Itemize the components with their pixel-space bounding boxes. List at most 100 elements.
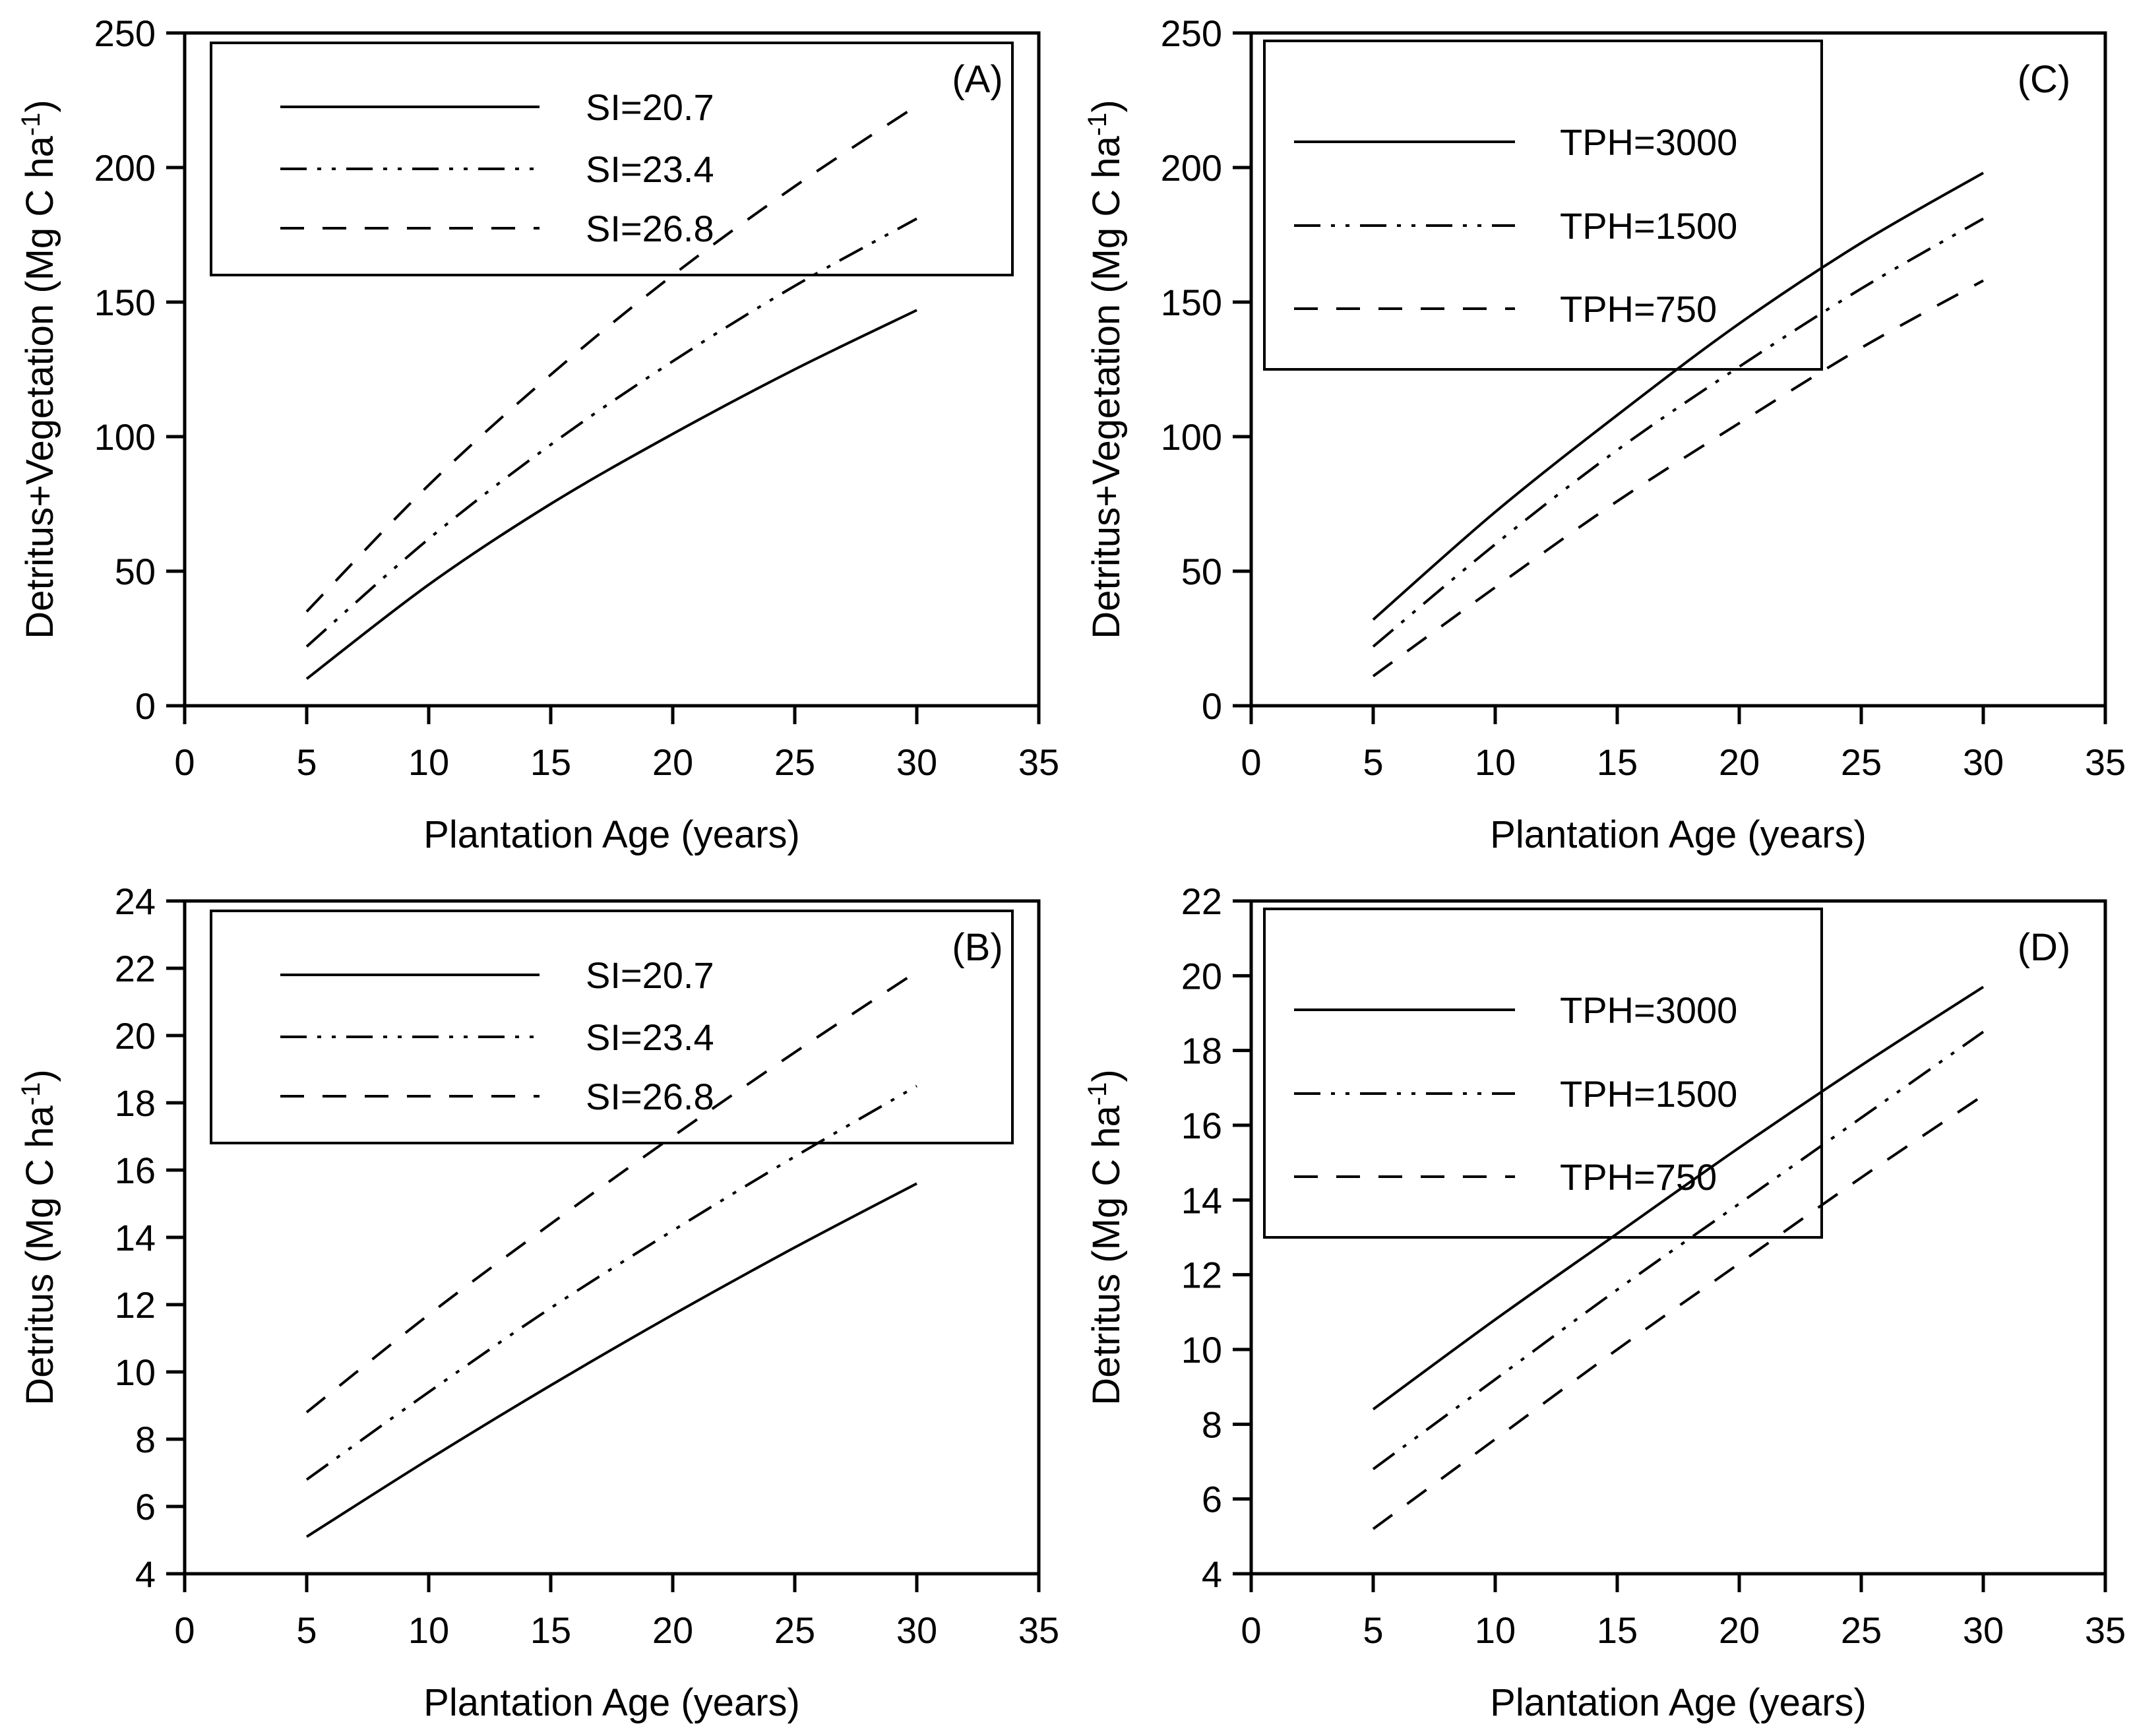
x-tick-label: 5	[296, 741, 317, 783]
x-axis-title: Plantation Age (years)	[1490, 813, 1867, 856]
x-axis: 0 5 10 15 20 25 30 35 Plantation Age (years)	[174, 1574, 1059, 1724]
y-tick-label: 10	[1181, 1329, 1222, 1371]
x-tick-label: 30	[1963, 1609, 2004, 1651]
y-tick-label: 100	[1161, 416, 1222, 458]
x-tick-label: 25	[1841, 1609, 1882, 1651]
legend: TPH=3000 TPH=1500 TPH=750	[1263, 40, 1823, 371]
series-curves	[1372, 985, 1985, 1530]
legend: TPH=3000 TPH=1500 TPH=750	[1263, 908, 1823, 1239]
x-axis: 0 5 10 15 20 25 30 35 Plantation Age (years)	[174, 706, 1059, 856]
x-tick-label: 20	[652, 741, 693, 783]
y-axis: 4 6 8 10 12 14 16 18 20 22	[1181, 881, 1251, 1595]
x-tick-label: 10	[1475, 1609, 1516, 1651]
x-tick-label: 30	[1963, 741, 2004, 783]
y-axis: 4 6 8 10 12 14 16 18 20 22 24	[115, 881, 185, 1595]
y-tick-label: 10	[115, 1351, 156, 1393]
y-tick-label: 50	[1181, 551, 1222, 592]
series-line	[305, 217, 917, 648]
x-tick-label: 15	[530, 1609, 571, 1651]
legend-entry-label: TPH=3000	[1560, 121, 1737, 163]
y-tick-label: 250	[94, 13, 156, 54]
x-tick-label: 20	[1719, 1609, 1760, 1651]
series-line	[305, 970, 918, 1413]
y-tick-label: 250	[1161, 13, 1222, 54]
y-tick-label: 50	[115, 551, 156, 592]
x-tick-label: 0	[1241, 1609, 1261, 1651]
x-tick-label: 25	[1841, 741, 1882, 783]
series-curves	[1372, 171, 1984, 677]
series-line	[305, 1182, 917, 1538]
x-tick-label: 30	[896, 1609, 937, 1651]
y-tick-label: 14	[1181, 1179, 1222, 1221]
x-axis-title: Plantation Age (years)	[1490, 1681, 1867, 1724]
plot-border	[1249, 899, 2107, 1576]
panel-c-detritus-vegetation-tph-chart: 0 5 10 15 20 25 30 35 Plantation Age (years) 0 50 1…	[1083, 13, 2126, 856]
y-tick-label: 22	[115, 948, 156, 989]
legend-box	[210, 42, 1014, 276]
y-axis-title: Detritus (Mg C ha-1)	[1083, 1069, 1128, 1405]
x-tick-label: 10	[408, 741, 449, 783]
x-tick-label: 5	[1363, 741, 1383, 783]
panel-d-detritus-tph-chart: 0 5 10 15 20 25 30 35 Plantation Age (years) 4 6 8 1…	[1083, 881, 2126, 1724]
x-tick-label: 25	[774, 1609, 815, 1651]
x-tick-label: 15	[1597, 1609, 1638, 1651]
legend-entry-label: TPH=750	[1560, 288, 1717, 330]
legend-entry-label: TPH=1500	[1560, 1073, 1737, 1115]
y-tick-label: 12	[1181, 1255, 1222, 1296]
y-tick-label: 16	[1181, 1105, 1222, 1146]
y-tick-label: 200	[1161, 147, 1222, 189]
legend-entry-label: SI=20.7	[586, 954, 714, 996]
legend-entry-label: SI=20.7	[586, 86, 714, 128]
x-tick-label: 35	[1018, 741, 1059, 783]
series-line	[305, 309, 917, 680]
x-tick-label: 35	[2085, 741, 2126, 783]
x-tick-label: 35	[1018, 1609, 1059, 1651]
legend-box	[1263, 40, 1823, 371]
y-axis-title: Detritus+Vegetation (Mg C ha-1)	[1083, 100, 1128, 638]
y-tick-label: 100	[94, 416, 156, 458]
y-tick-label: 20	[1181, 955, 1222, 997]
x-tick-label: 10	[1475, 741, 1516, 783]
y-tick-label: 150	[1161, 282, 1222, 323]
x-axis: 0 5 10 15 20 25 30 35 Plantation Age (years)	[1241, 706, 2126, 856]
y-tick-label: 0	[135, 685, 156, 727]
legend-entry-label: TPH=750	[1560, 1156, 1717, 1198]
panel-a-detritus-vegetation-si-chart: 0 5 10 15 20 25 30 35 Plantation Age (years) 0 50 1…	[16, 13, 1059, 856]
legend: SI=20.7 SI=23.4 SI=26.8	[210, 910, 1014, 1144]
x-tick-label: 15	[1597, 741, 1638, 783]
y-tick-label: 12	[115, 1284, 156, 1326]
y-tick-label: 14	[115, 1217, 156, 1258]
legend-entry-label: TPH=1500	[1560, 205, 1737, 247]
y-tick-label: 16	[115, 1150, 156, 1191]
y-tick-label: 22	[1181, 881, 1222, 922]
legend-entry-label: SI=23.4	[586, 148, 714, 190]
legend-entry-label: SI=23.4	[586, 1016, 714, 1058]
y-tick-label: 0	[1202, 685, 1222, 727]
legend-box	[1263, 908, 1823, 1239]
x-tick-label: 0	[1241, 741, 1261, 783]
x-tick-label: 5	[1363, 1609, 1383, 1651]
legend: SI=20.7 SI=23.4 SI=26.8	[210, 42, 1014, 276]
y-tick-label: 4	[135, 1553, 156, 1595]
x-tick-label: 0	[174, 1609, 195, 1651]
panel-letter-label: (B)	[952, 926, 1003, 969]
panel-b-detritus-si-chart: 0 5 10 15 20 25 30 35 Plantation Age (years) 4 6 8 1…	[16, 881, 1059, 1724]
series-curves	[305, 104, 918, 680]
legend-entry-label: TPH=3000	[1560, 989, 1737, 1031]
x-tick-label: 15	[530, 741, 571, 783]
y-tick-label: 4	[1202, 1553, 1222, 1595]
panel-letter-label: (A)	[952, 58, 1003, 101]
x-tick-label: 25	[774, 741, 815, 783]
x-tick-label: 35	[2085, 1609, 2126, 1651]
legend-entry-label: SI=26.8	[586, 208, 714, 249]
series-line	[1372, 171, 1984, 621]
series-line	[1372, 279, 1984, 677]
series-line	[305, 104, 918, 613]
y-tick-label: 8	[135, 1419, 156, 1460]
panel-letter-label: (C)	[2018, 58, 2071, 101]
series-line	[1372, 217, 1984, 648]
x-axis-title: Plantation Age (years)	[423, 1681, 800, 1724]
plot-border	[183, 31, 1041, 708]
y-tick-label: 150	[94, 282, 156, 323]
